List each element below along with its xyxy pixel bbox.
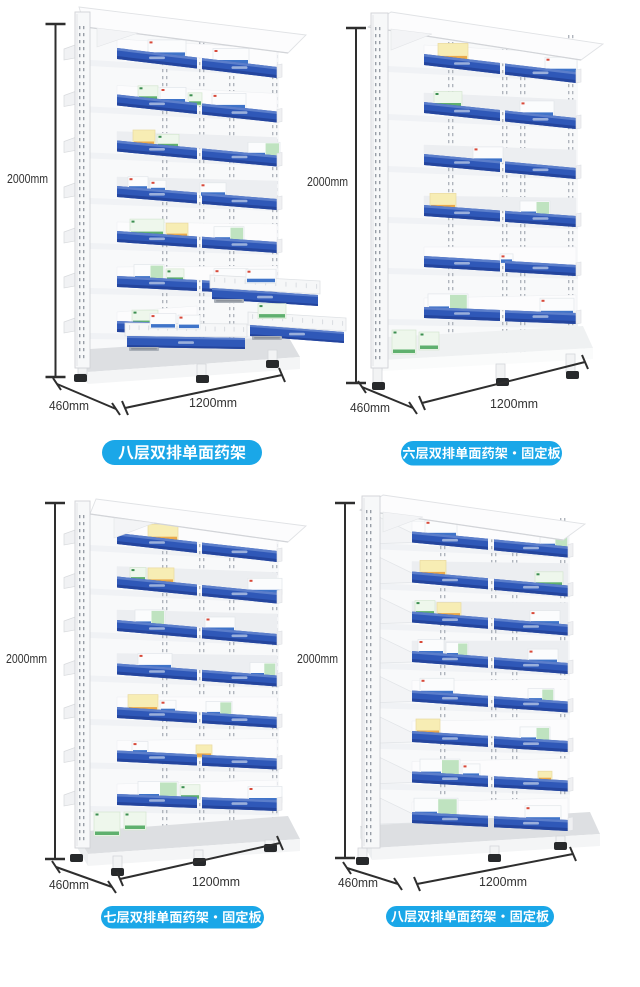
svg-text:460mm: 460mm bbox=[49, 877, 89, 892]
svg-text:1200mm: 1200mm bbox=[192, 874, 240, 889]
svg-text:2000mm: 2000mm bbox=[307, 174, 348, 189]
svg-text:1200mm: 1200mm bbox=[479, 874, 527, 889]
svg-text:460mm: 460mm bbox=[350, 400, 390, 415]
svg-text:2000mm: 2000mm bbox=[6, 651, 47, 666]
svg-text:1200mm: 1200mm bbox=[189, 395, 237, 410]
svg-text:460mm: 460mm bbox=[338, 875, 378, 890]
svg-text:2000mm: 2000mm bbox=[7, 171, 48, 186]
svg-text:460mm: 460mm bbox=[49, 398, 89, 413]
svg-text:2000mm: 2000mm bbox=[297, 651, 338, 666]
svg-text:1200mm: 1200mm bbox=[490, 396, 538, 411]
